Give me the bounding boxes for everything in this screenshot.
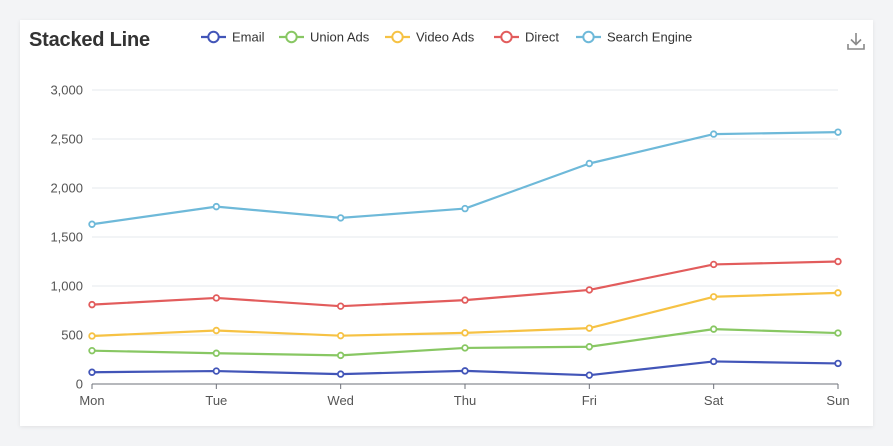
data-point[interactable] [585,159,594,168]
data-point[interactable] [834,329,842,337]
data-point[interactable] [461,204,469,213]
legend-label: Video Ads [416,30,475,45]
data-point[interactable] [709,325,718,333]
y-tick-label: 1,000 [50,279,83,294]
series-video-ads[interactable] [88,289,842,340]
y-tick-label: 3,000 [50,83,83,98]
x-tick-label: Sat [704,393,724,408]
data-point[interactable] [834,257,842,266]
chart-card: Stacked Line Mon Tue Wed Thu Fri Sat Sun 0 500 1… [20,20,873,426]
y-tick-label: 1,500 [50,230,83,245]
legend-label: Search Engine [607,30,692,45]
line-chart: Mon Tue Wed Thu Fri Sat Sun 0 500 1,000 1,500 2,00… [50,30,850,409]
data-point[interactable] [88,368,96,376]
data-point[interactable] [585,286,594,294]
x-tick-label: Mon [79,393,104,408]
data-point[interactable] [834,359,842,368]
x-tick-label: Thu [454,393,476,408]
data-point[interactable] [461,344,469,352]
legend-item-union-ads[interactable]: Union Ads [279,30,370,45]
data-point[interactable] [336,302,345,310]
data-point[interactable] [212,349,221,357]
legend-label: Union Ads [310,30,370,45]
legend-marker [207,30,220,44]
y-tick-label: 0 [76,377,83,392]
data-point[interactable] [461,329,469,337]
data-point[interactable] [88,346,96,355]
data-point[interactable] [461,367,469,375]
legend-item-email[interactable]: Email [201,30,265,45]
data-point[interactable] [834,128,842,136]
series-search-engine[interactable] [88,128,842,228]
data-point[interactable] [585,343,594,351]
legend-marker [285,30,298,44]
data-point[interactable] [709,293,718,301]
data-point[interactable] [212,294,221,302]
legend-marker [582,30,595,44]
data-point[interactable] [212,202,221,211]
series-lines [88,128,842,379]
x-tick-label: Wed [327,393,354,408]
data-point[interactable] [834,289,842,297]
x-tick-label: Tue [205,393,227,408]
data-point[interactable] [336,214,345,222]
y-tick-label: 2,500 [50,132,83,147]
legend-item-search-engine[interactable]: Search Engine [576,30,692,45]
y-axis: 0 500 1,000 1,500 2,000 2,500 3,000 [50,83,83,392]
data-point[interactable] [585,371,594,379]
data-point[interactable] [212,326,221,335]
chart-title: Stacked Line [29,29,150,51]
data-point[interactable] [88,220,96,228]
legend-item-video-ads[interactable]: Video Ads [385,30,475,45]
data-point[interactable] [709,130,718,138]
data-point[interactable] [336,351,345,360]
x-tick-label: Sun [826,393,849,408]
y-tick-label: 2,000 [50,181,83,196]
legend-marker [391,30,404,44]
legend-label: Email [232,30,265,45]
legend-item-direct[interactable]: Direct [494,30,559,45]
data-point[interactable] [88,332,96,340]
x-axis: Mon Tue Wed Thu Fri Sat Sun [79,383,850,408]
data-point[interactable] [585,324,594,332]
data-point[interactable] [88,300,96,309]
series-union-ads[interactable] [88,325,842,360]
series-direct[interactable] [88,257,842,310]
data-point[interactable] [709,260,718,269]
data-point[interactable] [336,370,345,378]
legend[interactable]: Email Union Ads Video Ads Direct Search Engi… [201,30,692,45]
y-tick-label: 500 [61,328,83,343]
legend-marker [500,30,513,44]
data-point[interactable] [461,296,469,304]
data-point[interactable] [212,367,221,375]
download-icon[interactable] [846,31,866,51]
data-point[interactable] [336,331,345,340]
download-icon-glyph [847,33,865,50]
x-tick-label: Fri [582,393,597,408]
legend-label: Direct [525,30,559,45]
data-point[interactable] [709,357,718,366]
series-email[interactable] [88,357,842,379]
